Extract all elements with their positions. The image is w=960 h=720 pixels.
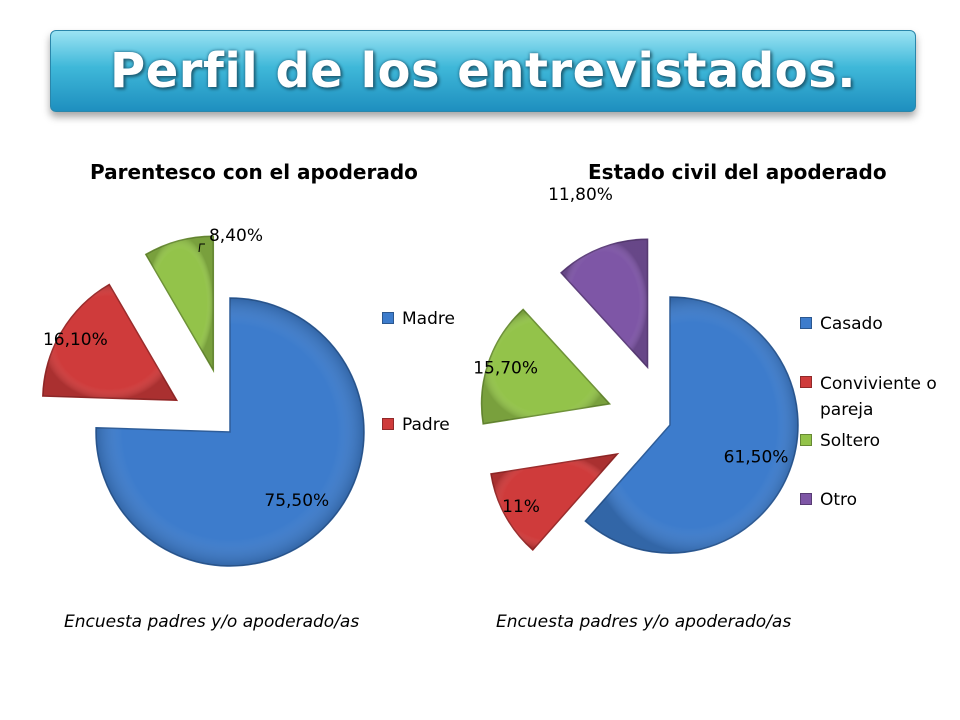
legend-label: Casado: [820, 314, 883, 334]
pie-slice-shade-1-2: [481, 309, 610, 424]
pie-slice-shade-0-2: [145, 236, 214, 371]
data-label-1-2: 15,70%: [473, 358, 538, 378]
pie-slice-shade-1-3: [561, 239, 648, 368]
pie-slice-shade-1-1: [490, 453, 618, 550]
chart-2-source: Encuesta padres y/o apoderado/as: [496, 612, 792, 632]
legend-label: Padre: [402, 415, 450, 435]
legend-swatch: [382, 312, 394, 324]
page-title: Perfil de los entrevistados.: [110, 43, 856, 99]
legend-swatch: [800, 434, 812, 446]
legend-label: Otro: [820, 490, 858, 510]
leader-line-0-2: [198, 243, 205, 253]
data-label-0-2: 8,40%: [209, 226, 263, 246]
legend-swatch: [800, 493, 812, 505]
pie-slice-shade-1-0: [585, 297, 798, 553]
legend-swatch: [800, 376, 812, 388]
data-label-1-0: 61,50%: [724, 448, 789, 468]
data-label-1-3: 11,80%: [548, 185, 613, 205]
legend-label: Madre: [402, 309, 455, 329]
data-label-0-1: 16,10%: [43, 330, 108, 350]
pie-slice-shade-0-0: [96, 298, 365, 566]
pie-slice-shade-0-1: [42, 284, 177, 401]
data-label-0-0: 75,50%: [264, 491, 329, 511]
legend-swatch: [800, 317, 812, 329]
pie-chart-estado-civil: 61,50% 11% 15,70% 11,80%: [473, 185, 799, 554]
legend-label: Conviviente o pareja: [820, 374, 937, 420]
chart-1-title: Parentesco con el apoderado: [90, 160, 418, 184]
pie-chart-parentesco: 75,50% 16,10% 8,40%: [42, 226, 365, 567]
legend-label: Soltero: [820, 431, 881, 451]
chart-2-title: Estado civil del apoderado: [588, 160, 887, 184]
data-label-1-1: 11%: [502, 497, 540, 517]
chart-1-source: Encuesta padres y/o apoderado/as: [64, 612, 360, 632]
title-banner: Perfil de los entrevistados.: [50, 30, 916, 112]
legend-swatch: [382, 418, 394, 430]
